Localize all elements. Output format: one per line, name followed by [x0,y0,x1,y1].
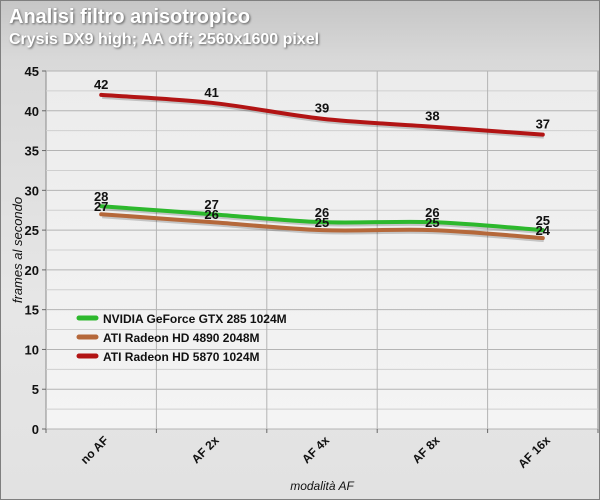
y-tick-label: 5 [32,382,39,397]
x-tick-label: AF 16x [515,433,553,471]
series-line [99,212,545,241]
series-lines [99,92,545,243]
gridlines [46,70,598,430]
data-label: 24 [536,223,551,238]
data-label: 28 [94,189,108,204]
data-label: 25 [425,215,439,230]
x-tick-label: AF 2x [189,433,222,466]
data-label: 25 [536,213,550,228]
data-label: 26 [315,205,329,220]
y-tick-label: 20 [25,263,39,278]
legend-item-label: NVIDIA GeForce GTX 285 1024M [103,312,287,326]
series-line [99,92,545,137]
data-label: 27 [204,197,218,212]
y-tick-label: 0 [32,422,39,437]
data-label: 26 [204,207,218,222]
data-label: 39 [315,101,329,116]
legend-item-label: ATI Radeon HD 5870 1024M [103,350,260,364]
data-label: 38 [425,109,439,124]
x-axis: no AF AF 2x AF 4x AF 8x AF 16x [45,429,599,471]
legend-item-label: ATI Radeon HD 4890 2048M [103,331,260,345]
y-tick-label: 10 [25,342,39,357]
x-tick-label: AF 8x [410,433,443,466]
y-tick-label: 30 [25,183,39,198]
data-label: 25 [315,215,329,230]
data-label: 26 [425,205,439,220]
y-tick-label: 45 [25,64,39,79]
chart-subtitle: Crysis DX9 high; AA off; 2560x1600 pixel [9,31,320,48]
x-tick-label: AF 4x [299,433,332,466]
data-label: 42 [94,77,108,92]
legend: NVIDIA GeForce GTX 285 1024M ATI Radeon H… [76,312,287,364]
y-tick-label: 40 [25,104,39,119]
chart-title: Analisi filtro anisotropico [9,6,251,28]
x-tick-label: no AF [78,433,112,467]
y-tick-label: 15 [25,303,39,318]
y-axis: 0 5 10 15 20 25 30 35 40 45 [25,64,46,437]
data-label: 27 [94,199,108,214]
y-tick-label: 25 [25,223,39,238]
y-axis-label: frames al secondo [10,197,25,303]
x-axis-label: modalità AF [290,479,354,493]
y-tick-label: 35 [25,144,39,159]
series-line [99,204,545,233]
data-label: 41 [204,85,218,100]
data-label: 37 [536,117,550,132]
